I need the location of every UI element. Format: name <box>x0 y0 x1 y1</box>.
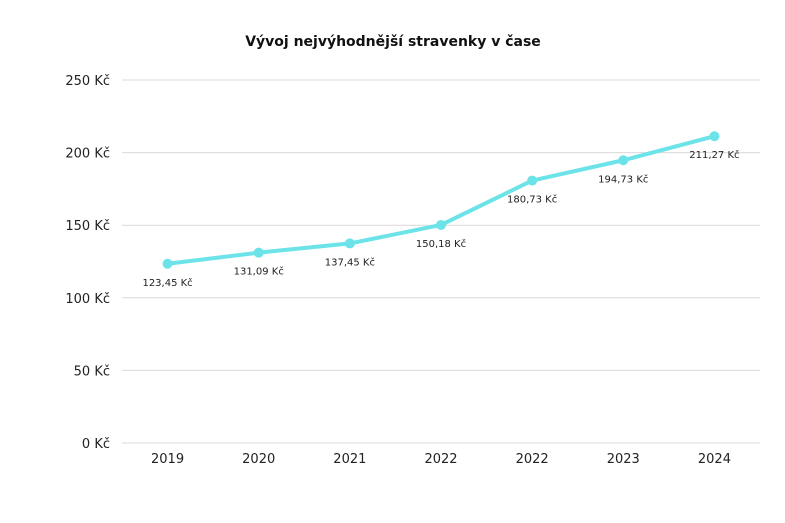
data-label: 194,73 Kč <box>598 173 648 185</box>
data-point <box>344 238 355 249</box>
data-point <box>527 175 538 186</box>
data-label: 123,45 Kč <box>142 277 192 289</box>
x-tick-label: 2024 <box>698 452 731 467</box>
x-tick-label: 2020 <box>242 452 275 467</box>
x-tick-label: 2021 <box>333 452 366 467</box>
y-tick-label: 250 Kč <box>65 74 110 89</box>
data-label: 180,73 Kč <box>507 194 557 206</box>
x-tick-label: 2022 <box>516 452 549 467</box>
y-tick-label: 100 Kč <box>65 292 110 307</box>
data-label: 131,09 Kč <box>234 266 284 278</box>
x-tick-label: 2022 <box>424 452 457 467</box>
data-point <box>618 155 629 166</box>
y-tick-label: 200 Kč <box>65 147 110 162</box>
y-tick-label: 0 Kč <box>82 437 110 452</box>
data-point <box>436 219 446 230</box>
data-point <box>709 131 720 142</box>
data-label: 211,27 Kč <box>689 149 739 161</box>
x-tick-label: 2023 <box>607 452 640 467</box>
x-tick-label: 2019 <box>151 452 184 467</box>
data-label: 137,45 Kč <box>325 256 375 268</box>
y-tick-label: 150 Kč <box>65 219 110 234</box>
data-point <box>253 247 264 258</box>
data-point <box>162 258 173 269</box>
chart-title: Vývoj nejvýhodnější stravenky v čase <box>245 34 541 50</box>
data-label: 150,18 Kč <box>416 238 466 250</box>
y-tick-label: 50 Kč <box>74 364 110 379</box>
